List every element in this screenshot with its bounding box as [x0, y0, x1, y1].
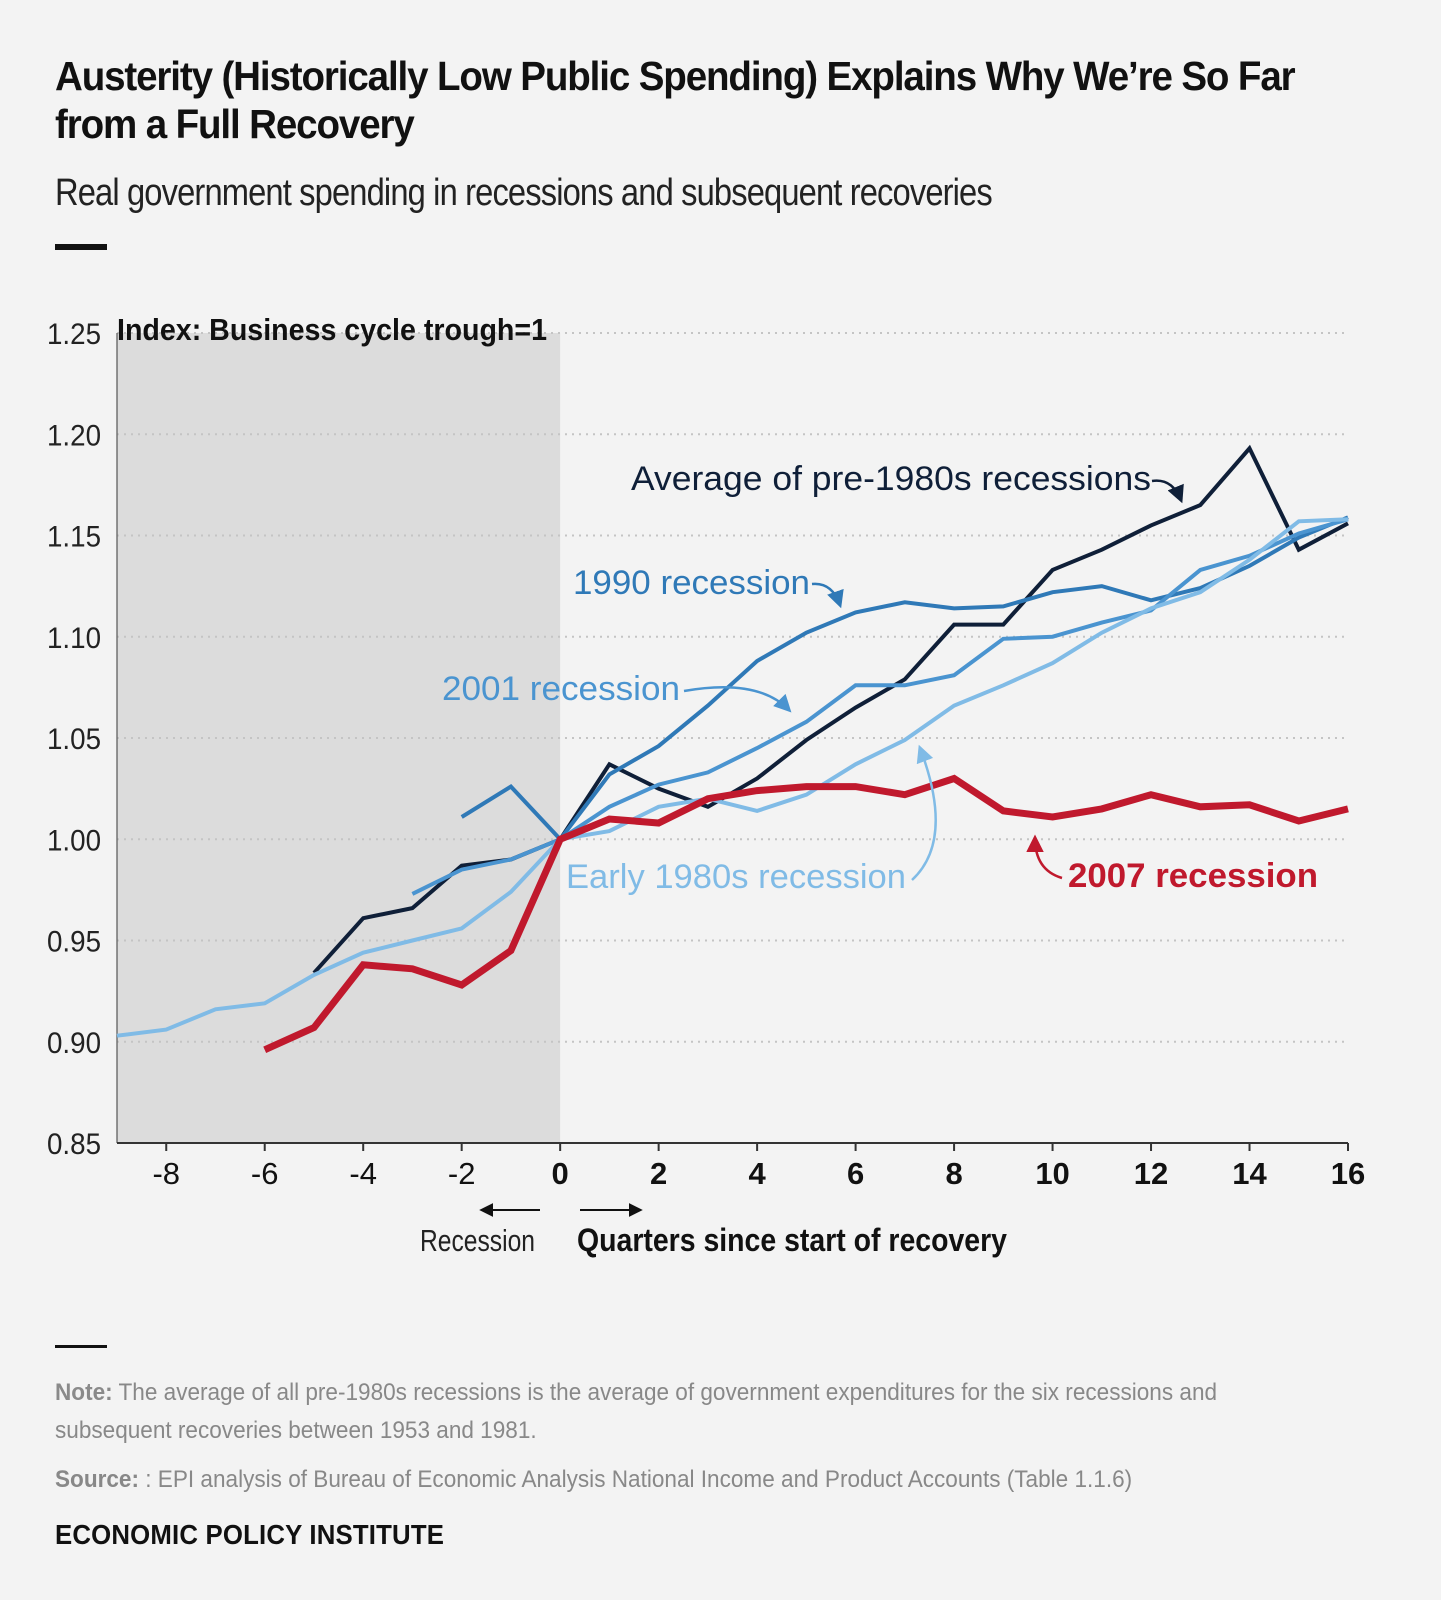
label-early1980s: Early 1980s recession [566, 858, 906, 896]
x-tick-label: 4 [748, 1156, 766, 1191]
y-tick-label: 1.25 [47, 318, 101, 351]
x-tick-label: 8 [945, 1156, 962, 1191]
arrow-1990 [811, 582, 844, 609]
x-tick-label: -8 [152, 1156, 180, 1191]
y-tick-label: 0.85 [47, 1128, 101, 1161]
note: Note: The average of all pre-1980s reces… [55, 1374, 1305, 1450]
index-label: Index: Business cycle trough=1 [117, 312, 547, 347]
source: Source: : EPI analysis of Bureau of Econ… [55, 1462, 1305, 1498]
series-line-2007-recession [263, 774, 1349, 1053]
x-tick-label: -6 [251, 1156, 279, 1191]
y-tick-label: 1.10 [47, 622, 101, 655]
series-line-early-1980s-recession [116, 517, 1349, 1038]
line-chart: 0.850.900.951.001.051.101.151.201.25 -8-… [47, 312, 1365, 1258]
chart-title: Austerity (Historically Low Public Spend… [55, 53, 1296, 147]
x-tick-label: 16 [1331, 1156, 1365, 1191]
arrow-pre1980 [1151, 479, 1184, 504]
arrow-2007 [1026, 834, 1063, 880]
x-axis: -8 -6 -4 -2 0 2 4 6 8 10 12 14 16 [117, 1142, 1365, 1191]
series-line-1990-recession [460, 515, 1349, 843]
x-tick-label: 10 [1035, 1156, 1069, 1191]
label-2007: 2007 recession [1068, 857, 1318, 895]
brand-name: ECONOMIC POLICY INSTITUTE [55, 1519, 445, 1550]
x-tick-label: 6 [847, 1156, 864, 1191]
source-label: Source: [55, 1466, 139, 1493]
chart-subtitle: Real government spending in recessions a… [55, 172, 993, 214]
y-axis: 0.85 0.90 0.95 1.00 1.05 1.10 1.15 1.20 1.25 [47, 318, 118, 1161]
arrow-early1980s [911, 744, 937, 881]
note-label: Note: [55, 1379, 113, 1406]
x-axis-label: Quarters since start of recovery [577, 1222, 1007, 1258]
x-tick-label: 14 [1232, 1156, 1267, 1191]
arrow-2001 [683, 686, 792, 713]
x-tick-label: -4 [349, 1156, 377, 1191]
label-pre1980: Average of pre-1980s recessions [631, 460, 1151, 498]
x-tick-label: -2 [448, 1156, 476, 1191]
series-lines [116, 444, 1349, 1053]
label-1990: 1990 recession [573, 564, 810, 602]
label-2001: 2001 recession [442, 670, 680, 708]
y-tick-label: 1.15 [47, 521, 101, 554]
x-tick-label: 2 [650, 1156, 667, 1191]
y-tick-label: 1.00 [47, 824, 101, 857]
y-tick-label: 1.05 [47, 723, 101, 756]
x-tick-label: 0 [552, 1156, 569, 1191]
footer-divider [55, 1345, 107, 1348]
y-tick-label: 1.20 [47, 419, 101, 452]
y-tick-label: 0.95 [47, 926, 101, 959]
source-text: : EPI analysis of Bureau of Economic Ana… [145, 1466, 1133, 1493]
title-divider [55, 244, 107, 250]
recession-shading [117, 333, 561, 1143]
recession-direction-label: Recession [420, 1223, 535, 1258]
note-text: The average of all pre-1980s recessions … [55, 1379, 1218, 1444]
x-tick-label: 12 [1134, 1156, 1168, 1191]
y-tick-label: 0.90 [47, 1027, 101, 1060]
